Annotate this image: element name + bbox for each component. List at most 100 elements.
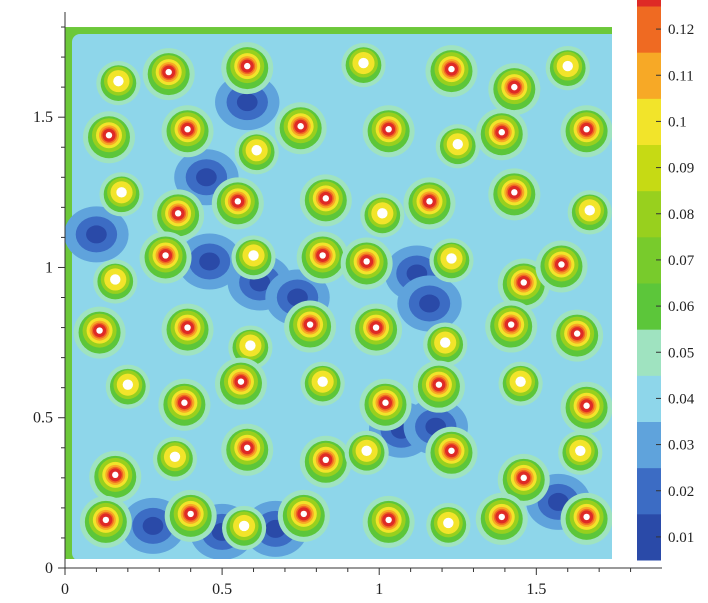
hot-spot <box>429 238 474 283</box>
colorbar-tick-label: 0.07 <box>668 253 695 269</box>
particle-core <box>300 510 307 518</box>
y-tick-label: 1 <box>45 259 53 276</box>
hot-spot <box>214 357 267 410</box>
particle-core <box>322 195 329 202</box>
particle-core <box>446 253 457 264</box>
particle-core <box>358 57 369 69</box>
hot-spot <box>221 42 274 95</box>
hot-spot <box>362 105 415 158</box>
hot-spot <box>475 108 528 161</box>
hot-spot <box>300 361 345 406</box>
hot-spot <box>362 495 415 548</box>
x-ticks: 0 0.5 1 1.5 <box>61 568 632 598</box>
colorbar-tick-label: 0.09 <box>668 161 694 177</box>
particle-core <box>317 376 328 387</box>
hot-spot <box>425 426 478 479</box>
particle-core <box>184 126 191 133</box>
particle-core <box>187 510 194 518</box>
hot-spot <box>535 240 588 293</box>
particle-core <box>122 379 134 390</box>
hot-spot <box>341 42 386 88</box>
x-tick-label: 0.5 <box>212 581 232 598</box>
hot-spot <box>164 489 217 542</box>
particle-core <box>382 399 389 406</box>
particle-core <box>562 60 573 72</box>
colorbar-tick-label: 0.06 <box>668 299 695 315</box>
contour-plot-area <box>65 27 612 559</box>
colorbar-tick-label: 0.11 <box>668 68 694 84</box>
hot-spot <box>558 430 603 475</box>
hot-spot <box>231 235 276 280</box>
hot-spot <box>412 360 465 413</box>
particle-core <box>112 471 119 479</box>
y-tick-label: 0 <box>45 560 53 577</box>
particle-core <box>511 189 518 196</box>
hot-spot <box>426 502 471 548</box>
hot-spot <box>435 124 480 169</box>
hot-spot <box>299 174 352 227</box>
particle-core <box>297 123 304 130</box>
colorbar-tick-label: 0.02 <box>668 484 694 500</box>
hot-spot <box>161 303 214 356</box>
hot-spot <box>234 130 279 175</box>
particle-core <box>439 337 451 348</box>
particle-core <box>322 456 329 464</box>
hot-spot <box>359 378 412 431</box>
particle-core <box>251 145 262 156</box>
cold-spot <box>236 93 258 112</box>
hot-spot <box>488 63 541 116</box>
field-layer <box>65 27 612 559</box>
particle-core <box>165 68 172 76</box>
hot-spot <box>545 45 590 91</box>
colorbar-tick-label: 0.03 <box>668 438 694 454</box>
particle-core <box>372 324 380 331</box>
cold-spot <box>419 294 440 313</box>
hot-spot <box>277 489 330 542</box>
particle-core <box>448 447 455 454</box>
particle-core <box>363 258 370 265</box>
hot-spot <box>560 492 612 545</box>
particle-core <box>515 376 526 387</box>
particle-core <box>385 516 392 524</box>
y-ticks: 0 0.5 1 1.5 <box>33 26 65 577</box>
particle-core <box>511 83 518 91</box>
cold-spot <box>86 225 107 244</box>
particle-core <box>238 520 250 532</box>
hot-spot <box>425 45 478 98</box>
hot-spot <box>158 378 211 431</box>
cold-spot <box>142 516 164 535</box>
particle-core <box>244 62 251 70</box>
particle-core <box>169 451 181 462</box>
particle-core <box>583 126 590 133</box>
hot-spot <box>222 505 267 551</box>
particle-core <box>174 210 182 217</box>
hot-spot <box>99 172 144 217</box>
particle-core <box>244 444 251 451</box>
particle-core <box>520 474 527 482</box>
hot-spot <box>152 189 205 242</box>
hot-spot <box>152 436 198 481</box>
particle-core <box>385 126 392 133</box>
particle-core <box>448 65 455 73</box>
colorbar: 0.01 0.02 0.03 0.04 0.05 0.06 0.07 0.08 0.09 0.1 0… <box>637 0 695 561</box>
axes-layer: 0 0.5 1 1.5 0 0.5 1 1.5 <box>33 12 662 598</box>
colorbar-tick-label: 0.01 <box>668 530 694 546</box>
hot-spot <box>560 381 612 434</box>
y-tick-label: 1.5 <box>33 109 53 126</box>
particle-core <box>573 330 581 337</box>
hot-spot <box>475 492 528 545</box>
particle-core <box>498 129 505 136</box>
cold-spot <box>199 252 220 271</box>
particle-core <box>435 381 443 388</box>
particle-core <box>507 321 515 328</box>
colorbar-tick-label: 0.1 <box>668 114 687 130</box>
hot-spot <box>211 177 264 230</box>
hot-spot <box>497 453 550 506</box>
particle-core <box>105 132 113 139</box>
hot-spot <box>142 48 195 101</box>
particle-core <box>245 340 256 351</box>
particle-core <box>319 252 326 259</box>
particle-core <box>234 198 242 205</box>
y-tick-label: 0.5 <box>33 410 53 427</box>
particle-core <box>498 513 505 521</box>
